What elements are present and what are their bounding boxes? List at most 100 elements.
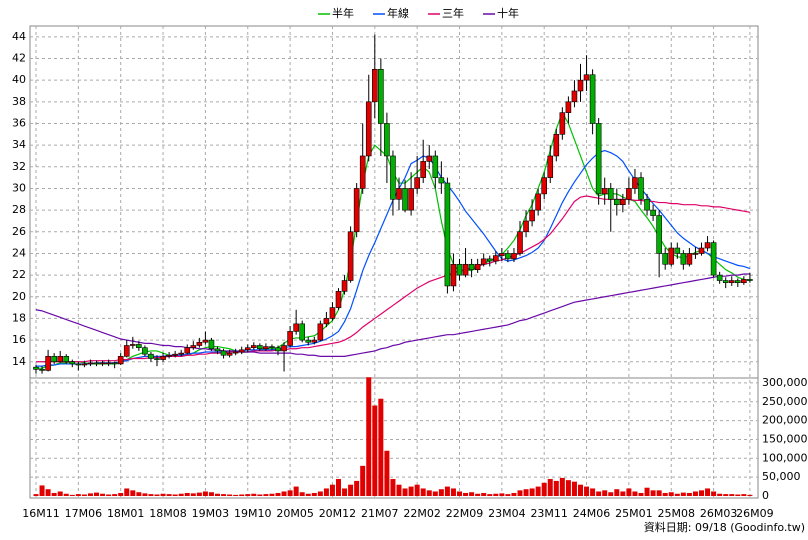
volume-bar xyxy=(63,493,69,496)
candle-body xyxy=(329,307,336,319)
candle-body xyxy=(535,193,541,211)
volume-bar xyxy=(729,494,735,496)
volume-bar xyxy=(547,479,553,496)
candle-body xyxy=(722,280,729,283)
candle-body xyxy=(741,279,747,283)
candle-body xyxy=(607,188,614,200)
candle-body xyxy=(33,366,39,370)
x-tick-label: 19M03 xyxy=(192,507,230,520)
candle-body xyxy=(93,362,100,365)
legend-label: 三年 xyxy=(442,6,464,20)
candle-body xyxy=(57,356,64,363)
candle-body xyxy=(734,280,741,283)
volume-bar xyxy=(329,484,335,496)
volume-bar xyxy=(118,492,124,496)
volume-bar xyxy=(342,488,348,496)
volume-bar xyxy=(299,492,305,496)
candle-body xyxy=(589,74,596,124)
volume-bar xyxy=(45,489,51,496)
volume-bar xyxy=(293,486,299,496)
volume-bar xyxy=(541,482,547,496)
volume-bar xyxy=(444,486,450,496)
volume-bar xyxy=(305,493,311,496)
candle-body xyxy=(75,363,82,366)
candle-body xyxy=(166,354,172,357)
volume-bar xyxy=(33,494,39,496)
candle-body xyxy=(644,198,650,211)
candle-body xyxy=(698,247,705,254)
volume-bar xyxy=(662,492,668,496)
volume-bar xyxy=(227,494,233,496)
candle-body xyxy=(81,363,88,366)
volume-bar xyxy=(571,481,577,496)
x-tick-label: 25M08 xyxy=(658,507,696,520)
x-tick-label: 19M10 xyxy=(234,507,272,520)
candle-body xyxy=(305,339,312,343)
candle-body xyxy=(293,323,299,332)
volume-bar xyxy=(372,405,378,496)
x-tick-label: 20M12 xyxy=(319,507,357,520)
footer: 資料日期: 09/18 (Goodinfo.tw) xyxy=(644,520,805,534)
volume-bar xyxy=(154,494,160,496)
candle-body xyxy=(136,344,142,348)
candle-body xyxy=(232,351,239,354)
volume-bar xyxy=(668,492,674,496)
candle-body xyxy=(353,188,360,233)
candle-body xyxy=(595,123,602,195)
candle-body xyxy=(190,345,197,348)
candle-body xyxy=(202,339,209,343)
candle-body xyxy=(680,253,687,265)
candle-body xyxy=(130,344,136,346)
volume-bar xyxy=(202,491,208,496)
candle-body xyxy=(378,69,384,124)
volume-bar xyxy=(269,493,275,496)
candle-body xyxy=(408,188,414,211)
volume-bar xyxy=(632,491,638,496)
y-tick-label: 16 xyxy=(12,333,26,346)
volume-bar xyxy=(275,492,281,496)
volume-bar xyxy=(523,489,529,496)
candle-body xyxy=(402,188,408,211)
volume-bar xyxy=(457,491,462,496)
x-tick-label: 18M01 xyxy=(107,507,145,520)
volume-bar xyxy=(166,494,172,496)
volume-bar xyxy=(692,491,698,496)
candle-body xyxy=(105,362,112,365)
x-tick-label: 20M05 xyxy=(276,507,314,520)
candle-body xyxy=(117,356,124,365)
candle-body xyxy=(432,155,439,178)
legend-label: 半年 xyxy=(332,6,354,20)
volume-bar xyxy=(51,492,57,496)
volume-bar xyxy=(378,398,384,496)
volume-bar xyxy=(75,494,81,496)
candle-body xyxy=(638,177,644,200)
volume-bar xyxy=(87,493,93,496)
volume-bar xyxy=(602,490,608,496)
y-tick-label: 14 xyxy=(12,355,26,368)
candle-body xyxy=(613,198,620,206)
volume-bar xyxy=(723,494,729,496)
volume-bar xyxy=(336,479,341,496)
candle-body xyxy=(123,345,130,357)
volume-bar xyxy=(438,489,444,496)
candle-body xyxy=(553,134,560,157)
x-tick-label: 22M02 xyxy=(403,507,441,520)
volume-bar xyxy=(475,493,481,496)
volume-bar xyxy=(590,488,596,496)
volume-bar xyxy=(245,494,251,496)
volume-bar xyxy=(469,492,475,496)
volume-bar xyxy=(402,488,408,496)
y-tick-label: 42 xyxy=(12,51,26,64)
volume-bar xyxy=(493,493,499,496)
candle-body xyxy=(142,347,148,355)
candle-body xyxy=(662,253,669,265)
volume-bar xyxy=(578,484,583,496)
volume-bar xyxy=(505,494,511,496)
candle-body xyxy=(565,101,572,113)
volume-bar xyxy=(626,488,632,496)
candle-body xyxy=(390,155,396,200)
y-tick-label: 22 xyxy=(12,268,26,281)
volume-bar xyxy=(172,494,178,496)
volume-bar xyxy=(178,493,184,496)
